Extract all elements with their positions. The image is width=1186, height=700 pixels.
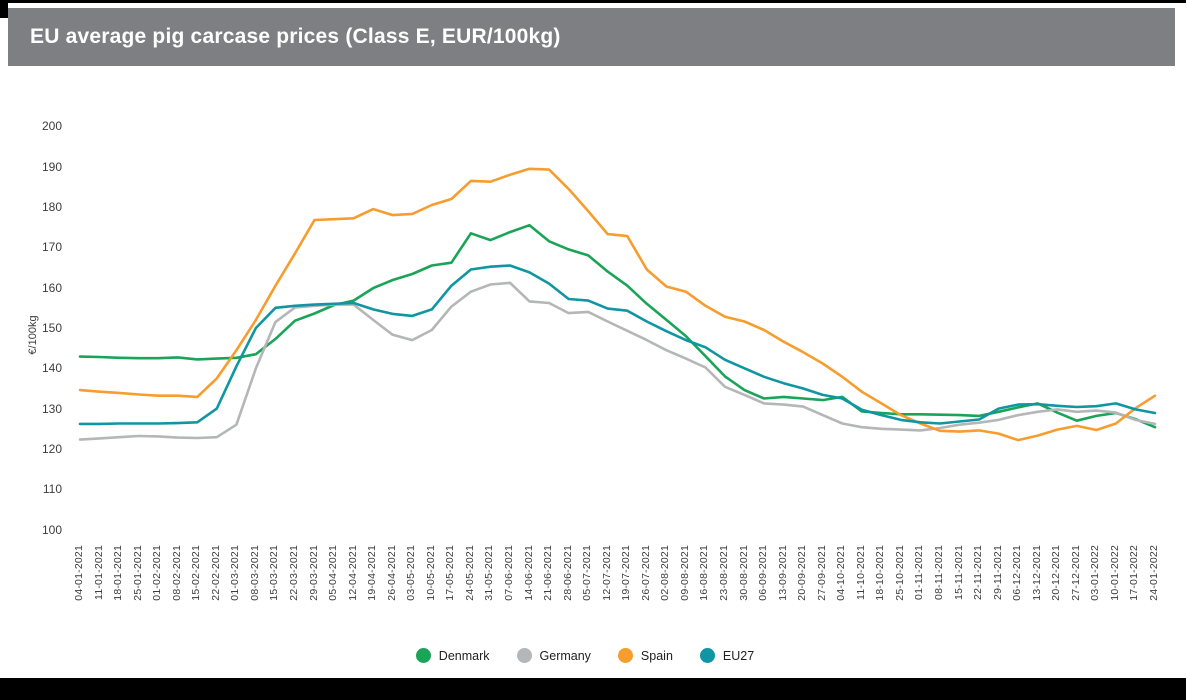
x-tick-label: 23-08-2021: [718, 545, 730, 601]
x-tick-label: 26-07-2021: [639, 545, 652, 601]
x-tick-label: 22-02-2021: [209, 545, 222, 601]
x-tick-label: 10-01-2022: [1108, 545, 1121, 601]
x-tick-label: 30-08-2021: [737, 545, 750, 601]
x-tick-label: 20-12-2021: [1050, 545, 1063, 601]
legend-dot-spain: [617, 648, 633, 663]
price-line-chart: 200 190 180 170 160 150 140 130 120 110 100 04-01-…: [0, 66, 1186, 678]
x-tick-label: 28-06-2021: [561, 545, 574, 601]
x-tick-label: 08-02-2021: [170, 545, 183, 601]
x-tick-label: 11-01-2021: [92, 545, 105, 600]
x-tick-label: 01-11-2021: [913, 545, 926, 600]
x-tick-label: 22-11-2021: [972, 545, 985, 600]
x-tick-label: 15-02-2021: [190, 545, 203, 601]
x-tick-label: 19-04-2021: [366, 545, 379, 601]
x-tick-label: 24-05-2021: [463, 545, 476, 601]
x-tick-label: 08-11-2021: [933, 545, 945, 600]
y-tick-label: 140: [41, 361, 62, 376]
x-tick-label: 03-01-2022: [1089, 545, 1102, 601]
x-tick-label: 07-06-2021: [503, 545, 515, 601]
x-tick-label: 05-07-2021: [581, 545, 594, 601]
x-tick-label: 09-08-2021: [678, 545, 691, 601]
x-tick-label: 12-07-2021: [600, 545, 613, 601]
x-tick-label: 18-10-2021: [874, 545, 887, 601]
legend-label: Denmark: [438, 648, 490, 663]
x-tick-label: 01-03-2021: [229, 545, 242, 601]
x-tick-label: 18-01-2021: [112, 545, 125, 601]
x-tick-label: 05-04-2021: [327, 545, 340, 601]
x-tick-label: 26-04-2021: [385, 545, 398, 601]
x-tick-label: 29-11-2021: [991, 545, 1004, 600]
x-tick-label: 21-06-2021: [542, 545, 555, 601]
x-tick-label: 04-10-2021: [835, 545, 848, 601]
bottom-border: [0, 678, 1186, 700]
title-bar: EU average pig carcase prices (Class E, …: [8, 8, 1175, 66]
x-tick-label: 03-05-2021: [405, 545, 418, 601]
x-tick-label: 22-03-2021: [288, 545, 300, 601]
legend-label: EU27: [722, 648, 755, 663]
x-tick-label: 25-10-2021: [893, 545, 906, 601]
x-tick-label: 12-04-2021: [346, 545, 359, 601]
x-tick-label: 11-10-2021: [854, 545, 867, 600]
y-tick-label: 170: [41, 240, 62, 255]
x-tick-label: 15-11-2021: [952, 545, 965, 600]
series-line-denmark: [78, 223, 1157, 429]
x-tick-label: 15-03-2021: [268, 545, 281, 601]
y-tick-label: 180: [41, 200, 62, 215]
series-line-eu27: [78, 264, 1157, 426]
legend: Denmark Germany Spain EU27: [0, 648, 1170, 663]
legend-dot-eu27: [699, 648, 715, 663]
y-tick-label: 150: [41, 320, 62, 335]
x-tick-label: 17-05-2021: [444, 545, 457, 601]
x-tick-label: 27-12-2021: [1069, 545, 1082, 601]
x-tick-label: 29-03-2021: [307, 545, 320, 601]
legend-label: Germany: [539, 648, 591, 663]
legend-item-eu27: EU27: [699, 648, 755, 663]
series-line-germany: [78, 281, 1157, 441]
y-tick-label: 190: [41, 159, 62, 174]
x-tick-label: 10-05-2021: [424, 545, 437, 601]
x-tick-label: 25-01-2021: [131, 545, 144, 601]
x-tick-label: 01-02-2021: [151, 545, 164, 601]
x-tick-label: 08-03-2021: [248, 545, 261, 601]
window-corner: [0, 0, 8, 18]
top-border: [0, 0, 1186, 3]
x-tick-label: 16-08-2021: [698, 545, 711, 601]
y-tick-label: 130: [41, 401, 62, 416]
x-tick-label: 14-06-2021: [522, 545, 535, 601]
x-tick-label: 06-12-2021: [1011, 545, 1024, 601]
page-title: EU average pig carcase prices (Class E, …: [30, 25, 561, 48]
series-line-spain: [78, 167, 1157, 442]
x-tick-label: 13-09-2021: [776, 545, 789, 601]
legend-item-denmark: Denmark: [415, 648, 490, 663]
y-tick-label: 100: [41, 522, 62, 537]
y-tick-label: 110: [42, 482, 62, 497]
x-tick-label: 02-08-2021: [659, 545, 672, 601]
y-tick-label: 120: [41, 441, 62, 456]
x-tick-label: 17-01-2022: [1128, 545, 1141, 601]
legend-dot-germany: [516, 648, 532, 663]
x-tick-label: 20-09-2021: [796, 545, 809, 601]
x-tick-label: 31-05-2021: [483, 545, 496, 601]
legend-item-spain: Spain: [617, 648, 673, 663]
x-tick-label: 04-01-2021: [73, 545, 85, 601]
legend-dot-denmark: [415, 648, 431, 663]
x-tick-label: 24-01-2022: [1148, 545, 1160, 601]
x-tick-label: 19-07-2021: [620, 545, 633, 601]
y-axis-title: €/100kg: [27, 315, 39, 355]
y-tick-label: 200: [41, 119, 62, 134]
x-tick-label: 06-09-2021: [757, 545, 770, 601]
legend-item-germany: Germany: [516, 648, 591, 663]
x-tick-label: 13-12-2021: [1030, 545, 1043, 601]
x-tick-label: 27-09-2021: [815, 545, 828, 601]
y-tick-label: 160: [41, 280, 62, 295]
legend-label: Spain: [640, 648, 673, 663]
